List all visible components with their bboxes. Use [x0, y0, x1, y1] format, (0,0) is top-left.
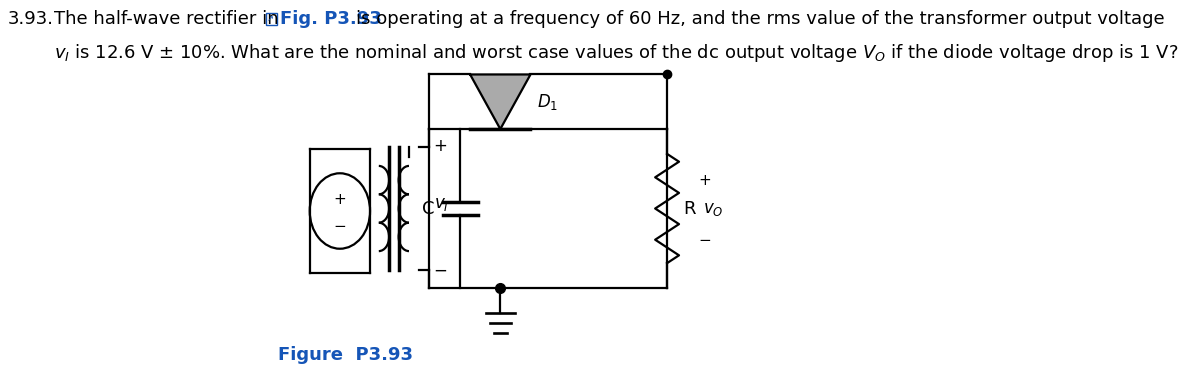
Text: −: − [334, 219, 347, 234]
Text: −: − [433, 262, 448, 280]
FancyBboxPatch shape [266, 13, 277, 25]
Text: −: − [698, 233, 712, 248]
Text: $v_O$: $v_O$ [703, 199, 724, 217]
Text: The half-wave rectifier in: The half-wave rectifier in [54, 10, 278, 28]
Text: $D_1$: $D_1$ [536, 92, 558, 112]
Text: R: R [683, 199, 696, 217]
Text: $v_I$ is 12.6 V $\pm$ 10%. What are the nominal and worst case values of the dc : $v_I$ is 12.6 V $\pm$ 10%. What are the … [54, 42, 1178, 64]
Text: is operating at a frequency of 60 Hz, and the rms value of the transformer outpu: is operating at a frequency of 60 Hz, an… [355, 10, 1164, 28]
Text: +: + [433, 137, 448, 155]
Polygon shape [470, 74, 530, 129]
Text: Figure  P3.93: Figure P3.93 [278, 346, 413, 364]
Text: Fig. P3.93: Fig. P3.93 [280, 10, 382, 28]
Text: ↗: ↗ [266, 14, 274, 23]
Text: $v_I$: $v_I$ [433, 195, 449, 213]
Text: +: + [698, 173, 712, 188]
Text: +: + [334, 192, 347, 206]
Text: C: C [422, 199, 434, 217]
Text: 3.93.: 3.93. [8, 10, 54, 28]
